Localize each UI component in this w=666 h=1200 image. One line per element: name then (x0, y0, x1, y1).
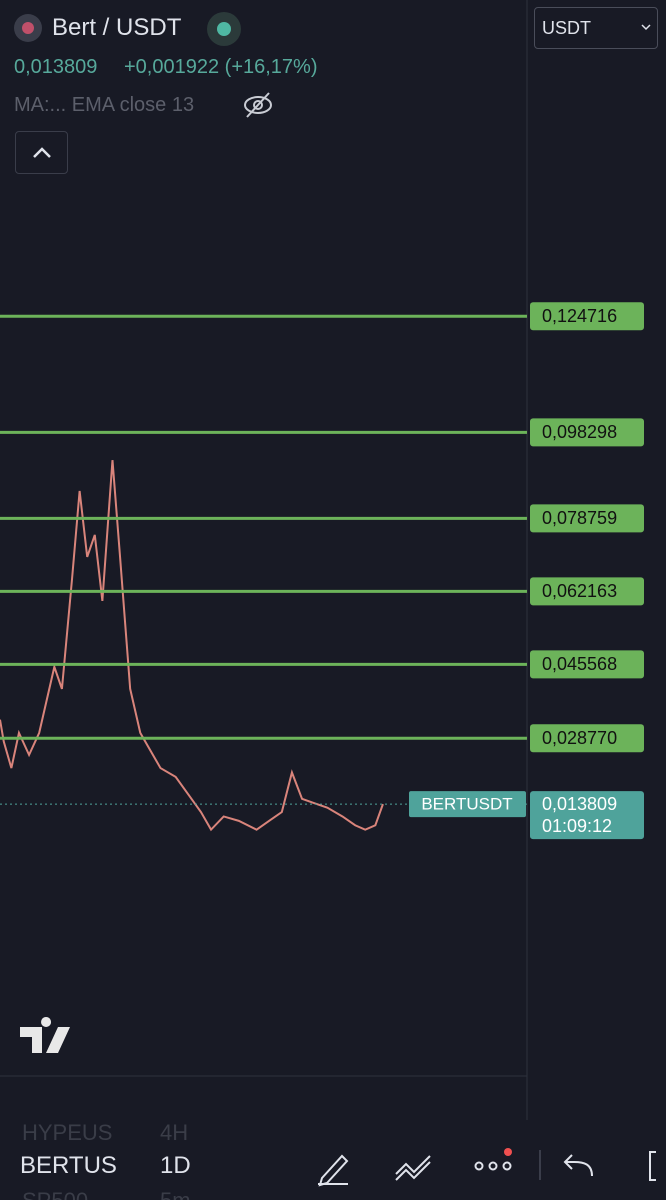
market-status (207, 12, 241, 46)
header-change: +0,001922 (+16,17%) (124, 56, 318, 78)
level-tag (530, 724, 644, 753)
countdown-label: 01:09:12 (542, 816, 612, 836)
toolbar-icons (318, 1148, 656, 1187)
price-tag-label: 0,013809 (542, 794, 617, 814)
level-label: 0,098298 (542, 422, 617, 442)
watch-symbol[interactable]: SP500 (22, 1188, 88, 1200)
current-symbol[interactable]: BERTUS (20, 1152, 117, 1179)
level-tag (530, 418, 644, 447)
currency-label: USDT (542, 18, 591, 38)
bottom-toolbar: HYPEUS 4H BERTUS 1D SP500 5m (0, 1120, 666, 1200)
hide-icon[interactable] (242, 90, 274, 120)
currency-dropdown[interactable]: USDT (534, 7, 658, 49)
watch-symbol[interactable]: HYPEUS (22, 1120, 113, 1145)
level-label: 0,028770 (542, 728, 617, 748)
symbol-tag-label: BERTUSDT (421, 795, 512, 814)
level-tag (530, 650, 644, 679)
price-line (0, 460, 384, 832)
watch-interval[interactable]: 4H (160, 1120, 189, 1145)
level-tag (530, 504, 644, 533)
collapse-button[interactable] (15, 131, 68, 174)
level-label: 0,045568 (542, 654, 617, 674)
draw-icon[interactable] (318, 1154, 349, 1187)
symbol-tag (409, 791, 526, 818)
more-icon[interactable] (474, 1148, 513, 1171)
symbol-icon (14, 14, 42, 42)
watch-interval[interactable]: 5m (160, 1188, 191, 1200)
current-interval[interactable]: 1D (160, 1152, 191, 1179)
level-tag (530, 302, 644, 331)
undo-icon[interactable] (563, 1154, 593, 1177)
indicators-icon[interactable] (395, 1155, 431, 1181)
indicator-label[interactable]: MA:... EMA close 13 (14, 94, 195, 116)
symbol-title[interactable]: Bert / USDT (52, 14, 182, 41)
level-label: 0,078759 (542, 508, 617, 528)
level-tag (530, 577, 644, 606)
price-tag (530, 791, 644, 840)
level-label: 0,124716 (542, 306, 617, 326)
fullscreen-icon[interactable] (649, 1151, 656, 1181)
header-price: 0,013809 (14, 56, 98, 78)
tradingview-logo (20, 1017, 70, 1053)
level-label: 0,062163 (542, 581, 617, 601)
